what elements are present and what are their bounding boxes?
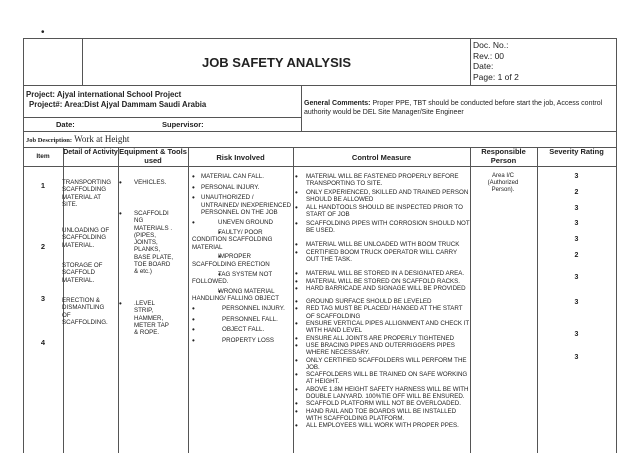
rev: Rev.: 00 [473, 50, 505, 61]
activity: STORAGE OF SCAFFOLD MATERIAL. [62, 262, 103, 284]
control-item: CERTIFIED BOOM TRUCK OPERATOR WILL CARRY… [295, 249, 470, 264]
control-item: ONLY EXPERIENCED, SKILLED AND TRAINED PE… [295, 189, 470, 204]
control-item: SCAFFOLD PLATFORM WILL NOT BE OVERLOADED… [295, 400, 470, 407]
control-item: ENSURE VERTICAL PIPES ALLIGNMENT AND CHE… [295, 320, 470, 335]
severity-rating: 3 [574, 173, 579, 180]
risk-item: IMPROPER SCAFFOLDING ERECTION [192, 253, 292, 268]
risk-item: MATERIAL CAN FALL. [192, 173, 292, 181]
job-description-value: Work at Height [72, 134, 130, 144]
equipment-list: .LEVEL STRIP, HAMMER, METER TAP & ROPE. [119, 300, 186, 336]
risk-list: MATERIAL CAN FALL. PERSONAL INJURY. UNAU… [192, 173, 292, 344]
severity-rating: 3 [574, 236, 579, 243]
control-item: RED TAG MUST BE PLACED/ HANGED AT THE ST… [295, 305, 470, 320]
risk-item: PERSONAL INJURY. [192, 184, 292, 192]
date-label: Date: [56, 120, 75, 129]
col-activity: Detail of Activity [63, 149, 118, 156]
risk-item: UNAUTHORIZED / UNTRAINED/ INEXPERIENCED … [192, 194, 292, 217]
activity: ERECTION & DISMANTLING OF SCAFFOLDING. [62, 297, 108, 326]
page-title: JOB SAFETY ANALYSIS [201, 55, 352, 70]
col-equipment: Equipment & Tools used [119, 147, 187, 165]
severity-rating: 3 [574, 299, 579, 306]
control-item: MATERIAL WILL BE UNLOADED WITH BOOM TRUC… [295, 241, 470, 248]
control-item: ALL HANDTOOLS SHOULD BE INSPECTED PRIOR … [295, 204, 470, 219]
responsible-person: Area I/C (Authorized Person). [487, 173, 519, 193]
control-item: GROUND SURFACE SHOULD BE LEVELED [295, 298, 470, 305]
col-risk: Risk Involved [216, 153, 265, 162]
equipment-item: .LEVEL STRIP, HAMMER, METER TAP & ROPE. [119, 300, 174, 336]
equipment-list: VEHICLES. [119, 179, 186, 186]
equipment-item: VEHICLES. [119, 179, 184, 186]
severity-rating: 2 [574, 252, 579, 259]
project-number: Project#: Area:Dist Ajyal Dammam Saudi A… [29, 100, 207, 109]
job-description-label: Job Description: [26, 137, 73, 144]
page-bullet: • [41, 27, 45, 38]
project-info: Project: Ajyal international School Proj… [26, 90, 206, 110]
severity-rating: 3 [574, 354, 579, 361]
item-number: 1 [40, 181, 46, 190]
risk-item: UNEVEN GROUND [192, 219, 292, 227]
doc-info: Doc. No.: Rev.: 00 Date: Page: 1 of 2 [473, 40, 519, 82]
control-item: SCAFFOLDERS WILL BE TRAINED ON SAFE WORK… [295, 371, 470, 386]
equipment-list: SCAFFOLDI NG MATERIALS . (PIPES, JOINTS,… [119, 210, 186, 276]
control-list: MATERIAL WILL BE FASTENED PROPERLY BEFOR… [295, 173, 470, 430]
item-number: 2 [40, 242, 46, 251]
risk-item: OBJECT FALL. [192, 326, 292, 334]
control-item: ONLY CERTIFIED SCAFFOLDERS WILL PERFORM … [295, 357, 470, 372]
item-number: 3 [40, 294, 46, 303]
control-item: USE BRACING PIPES AND OUTERRIGGERS PIPES… [295, 342, 470, 357]
risk-item: FAULTY/ POOR CONDITION SCAFFOLDING MATER… [192, 229, 292, 252]
severity-rating: 3 [574, 205, 579, 212]
col-item: Item [36, 153, 50, 160]
activity: UNLOADING OF SCAFFOLDING MATERIAL. [62, 227, 110, 249]
severity-rating: 3 [574, 220, 579, 227]
control-item: ALL EMPLOYEES WILL WORK WITH PROPER PPES… [295, 422, 470, 429]
control-item: ABOVE 1.8M HEIGHT SAFETY HARNESS WILL BE… [295, 386, 470, 401]
control-item: MATERIAL WILL BE STORED ON SCAFFOLD RACK… [295, 278, 470, 285]
item-number: 4 [40, 338, 46, 347]
general-comments: General Comments: Proper PPE, TBT should… [304, 99, 610, 117]
risk-item: WRONG MATERIAL HANDLING/ FALLING OBJECT [192, 288, 292, 303]
control-item: MATERIAL WILL BE FASTENED PROPERLY BEFOR… [295, 173, 470, 188]
risk-item: PERSONNEL INJURY. [192, 305, 292, 313]
severity-rating: 3 [574, 331, 579, 338]
risk-item: TAG SYSTEM NOT FOLLOWED. [192, 271, 292, 286]
comments-label: General Comments: [304, 100, 371, 107]
comments-text: Proper PPE, TBT should be conducted befo… [304, 100, 603, 116]
risk-item: PROPERTY LOSS [192, 337, 292, 345]
doc-date: Date: [473, 61, 494, 71]
col-responsible: Responsible Person [481, 147, 526, 165]
equipment-item: SCAFFOLDI NG MATERIALS . (PIPES, JOINTS,… [119, 210, 174, 276]
control-item: SCAFFOLDING PIPES WITH CORROSION SHOULD … [295, 220, 470, 235]
page-number: Page: 1 of 2 [473, 71, 519, 82]
col-severity: Severity Rating [549, 147, 604, 156]
job-description: Job Description: Work at Height [26, 134, 129, 144]
severity-rating: 2 [574, 189, 579, 196]
risk-item: PERSONNEL FALL. [192, 316, 292, 324]
control-item: ENSURE ALL JOINTS ARE PROPERLY TIGHTENED [295, 335, 470, 342]
activity: TRANSPORTING SCAFFOLDING MATERIAL AT SIT… [62, 179, 112, 208]
doc-no: Doc. No.: [473, 40, 509, 50]
project-name: Project: Ajyal international School Proj… [26, 90, 182, 99]
supervisor-label: Supervisor: [162, 120, 204, 129]
control-item: MATERIAL WILL BE STORED IN A DESIGNATED … [295, 270, 470, 277]
control-item: HARD BARRICADE AND SIGNAGE WILL BE PROVI… [295, 285, 470, 292]
control-item: HAND RAIL AND TOE BOARDS WILL BE INSTALL… [295, 408, 470, 423]
severity-rating: 3 [574, 274, 579, 281]
col-control: Control Measure [351, 153, 412, 162]
